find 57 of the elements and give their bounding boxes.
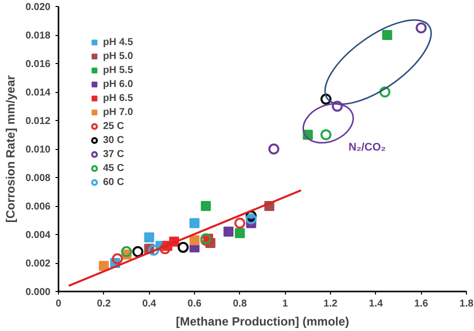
- point: [382, 30, 392, 40]
- point: [112, 253, 123, 264]
- legend-label: pH 5.0: [103, 50, 134, 62]
- y-tick-label: 0.006: [25, 202, 51, 212]
- point: [234, 228, 245, 238]
- y-tick-label: 0.014: [25, 88, 51, 98]
- point: [190, 218, 200, 228]
- y-tick-label: 0.008: [25, 173, 51, 184]
- point: [234, 218, 246, 229]
- y-tick-label: 0.020: [25, 2, 51, 13]
- legend-label: 60 C: [103, 176, 124, 188]
- point: [98, 260, 109, 271]
- x-tick-label: 0.4: [142, 298, 157, 310]
- x-tick-label: 0: [56, 298, 62, 310]
- legend-label: pH 5.5: [103, 64, 134, 76]
- point: [416, 22, 427, 34]
- x-tick-label: 0.8: [232, 298, 248, 310]
- y-axis-title: [Corrosion Rate] mm/year: [3, 74, 18, 223]
- x-tick-label: 1.6: [414, 298, 429, 310]
- x-tick-label: 1: [282, 298, 288, 310]
- x-tick-label: 1.2: [324, 298, 338, 310]
- point: [148, 244, 160, 256]
- legend-label: 25 C: [103, 120, 124, 132]
- legend-label: 30 C: [103, 134, 124, 146]
- point: [121, 246, 132, 258]
- legend-label: pH 7.0: [103, 106, 134, 118]
- y-tick-label: 0.010: [25, 144, 51, 156]
- y-tick-label: 0.002: [25, 258, 51, 270]
- y-tick-label: 0.018: [25, 30, 51, 42]
- point: [379, 86, 390, 98]
- annotation: N₂/CO₂: [348, 142, 386, 154]
- point: [332, 100, 343, 112]
- x-tick-label: 0.6: [188, 298, 202, 310]
- point: [320, 129, 332, 140]
- point: [178, 242, 189, 253]
- point: [132, 246, 144, 258]
- legend-label: pH 6.0: [103, 78, 134, 90]
- legend-label: pH 4.5: [103, 36, 134, 48]
- point: [160, 243, 171, 254]
- point: [200, 201, 211, 211]
- point: [190, 235, 200, 246]
- x-tick-label: 1.8: [460, 298, 474, 310]
- y-tick-label: 0.004: [25, 230, 51, 241]
- x-tick-label: 1.4: [368, 298, 384, 310]
- x-tick-label: 0.2: [96, 298, 112, 310]
- point: [144, 232, 154, 242]
- legend-label: 45 C: [103, 162, 124, 174]
- x-axis-title: [Methane Production] (mmole): [176, 314, 350, 328]
- y-tick-label: 0.012: [25, 116, 51, 127]
- legend-label: pH 6.5: [103, 92, 134, 104]
- point: [320, 94, 332, 105]
- point: [268, 144, 280, 154]
- legend-label: 37 C: [103, 148, 124, 160]
- y-tick-label: 0.016: [25, 59, 51, 70]
- point: [224, 226, 234, 237]
- y-tick-label: 0.000: [25, 287, 51, 298]
- point: [246, 210, 257, 222]
